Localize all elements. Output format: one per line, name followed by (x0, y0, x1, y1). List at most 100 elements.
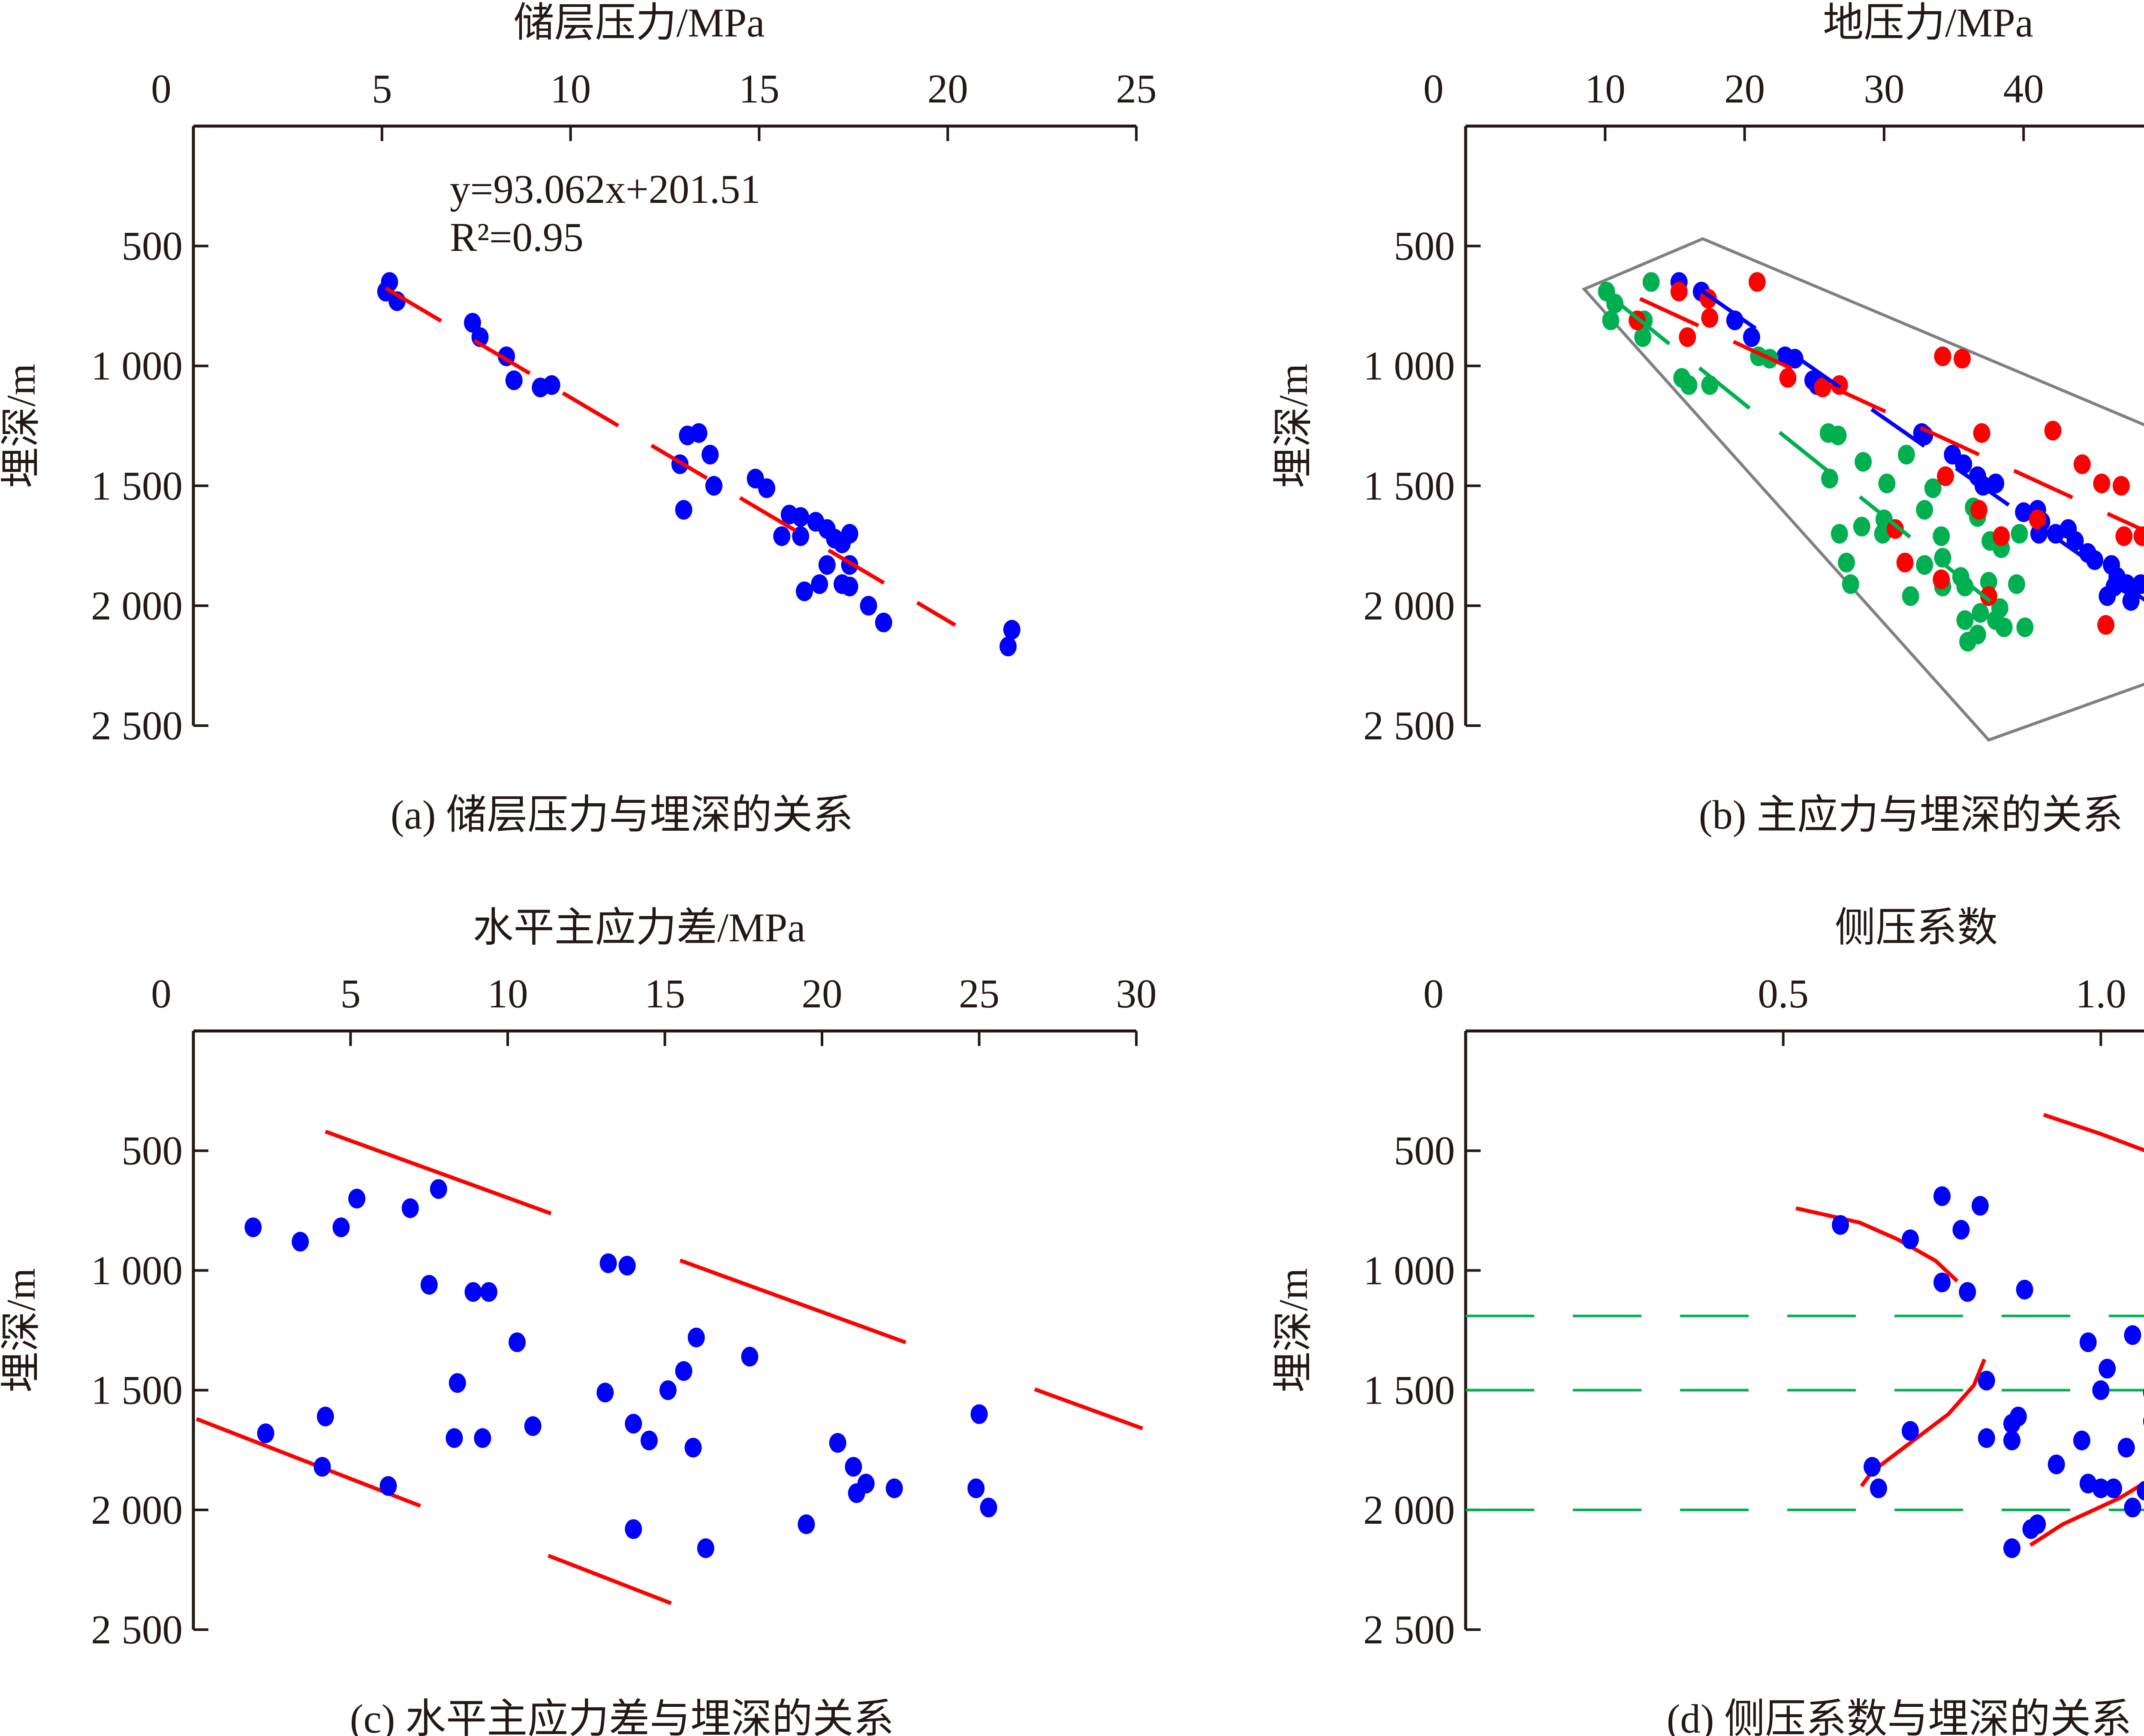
data-point (430, 1179, 447, 1199)
x-tick-label: 10 (1585, 66, 1626, 112)
data-point (244, 1217, 262, 1237)
data-point (625, 1414, 642, 1434)
data-point (1634, 327, 1652, 347)
y-axis-title: 埋深/m (1271, 1268, 1316, 1392)
data-point (2117, 1438, 2135, 1458)
data-point (625, 1519, 642, 1539)
y-tick-label: 500 (1394, 1128, 1455, 1173)
data-point (508, 1332, 526, 1352)
data-point (1972, 603, 1989, 623)
regression-equation: y=93.062x+201.51 (450, 166, 761, 212)
panel-caption: (d) 侧压系数与埋深的关系 (1667, 1696, 2132, 1736)
x-tick-label: 0 (1423, 66, 1444, 112)
r-squared-label: R²=0.95 (450, 214, 584, 260)
data-point (1959, 632, 1977, 652)
data-point (875, 612, 892, 633)
data-point (474, 1428, 491, 1448)
data-point (332, 1217, 350, 1237)
data-point (1971, 1196, 1989, 1216)
data-point (811, 574, 828, 594)
data-point (292, 1232, 309, 1252)
data-point (1602, 310, 1620, 330)
fit-line (1639, 297, 2144, 533)
x-tick-label: 20 (802, 971, 843, 1016)
data-point (795, 581, 813, 601)
data-point (792, 507, 810, 527)
data-point (2132, 574, 2144, 594)
data-point (2124, 1498, 2141, 1518)
data-point (841, 524, 858, 544)
data-point (2015, 502, 2033, 522)
data-point (999, 636, 1017, 657)
panel-caption: (a) 储层压力与埋深的关系 (391, 792, 853, 838)
data-point (2016, 617, 2034, 637)
x-tick-label: 10 (488, 971, 528, 1016)
data-point (1987, 473, 2005, 494)
data-point (313, 1457, 331, 1477)
x-tick-label: 0 (1423, 971, 1444, 1016)
data-point (464, 1282, 482, 1302)
x-tick-label: 0 (151, 971, 172, 1016)
data-point (524, 1416, 542, 1436)
data-point (401, 1198, 419, 1218)
y-tick-label: 1 500 (91, 463, 183, 509)
data-point (690, 423, 708, 443)
panel-caption: (c) 水平主应力差与埋深的关系 (350, 1696, 894, 1736)
y-tick-label: 2 500 (91, 1607, 183, 1652)
data-point (1878, 473, 1896, 494)
data-point (1954, 349, 1971, 369)
data-point (2115, 526, 2133, 546)
data-point (1831, 524, 1848, 544)
data-point (2099, 1359, 2116, 1379)
data-point (675, 500, 693, 520)
data-point (818, 555, 836, 575)
data-point (967, 1478, 985, 1498)
data-point (2122, 591, 2140, 611)
y-tick-label: 1 000 (91, 343, 183, 389)
x-tick-label: 5 (340, 971, 361, 1016)
y-tick-label: 1 000 (1363, 343, 1455, 389)
x-tick-label: 50 (2143, 66, 2144, 112)
data-point (2016, 1280, 2033, 1300)
x-axis-title: 储层压力/MPa (514, 0, 765, 45)
data-point (1831, 1215, 1849, 1235)
x-tick-label: 20 (1724, 66, 1765, 112)
data-point (1956, 576, 1974, 597)
y-tick-label: 1 500 (1363, 1368, 1455, 1413)
data-point (845, 1457, 862, 1477)
data-point (2092, 1380, 2110, 1400)
data-point (1933, 526, 1950, 546)
y-tick-label: 500 (122, 1128, 183, 1173)
data-point (702, 445, 719, 465)
data-point (2137, 1481, 2144, 1501)
data-point (543, 375, 560, 395)
data-point (687, 1327, 705, 1347)
data-point (1680, 375, 1698, 395)
data-point (2044, 421, 2062, 441)
data-point (1701, 308, 1719, 328)
data-point (2011, 524, 2028, 544)
data-point (1934, 548, 1951, 568)
y-tick-label: 1 000 (91, 1248, 183, 1293)
data-point (1853, 516, 1870, 536)
data-point (1936, 466, 1954, 486)
data-point (1679, 327, 1696, 347)
data-point (2143, 1388, 2144, 1397)
data-point (1959, 1282, 1976, 1302)
data-point (2112, 476, 2130, 496)
data-point (348, 1188, 366, 1209)
fit-line (385, 286, 957, 627)
data-point (860, 596, 877, 616)
data-point (1897, 445, 1915, 465)
data-point (2086, 550, 2104, 570)
data-point (1902, 586, 1919, 606)
data-point (2066, 531, 2084, 551)
data-point (2093, 473, 2111, 494)
data-point (1896, 552, 1914, 573)
data-point (446, 1428, 463, 1448)
y-axis-title: 埋深/m (0, 364, 44, 488)
data-point (980, 1498, 997, 1518)
data-point (1870, 1478, 1887, 1498)
